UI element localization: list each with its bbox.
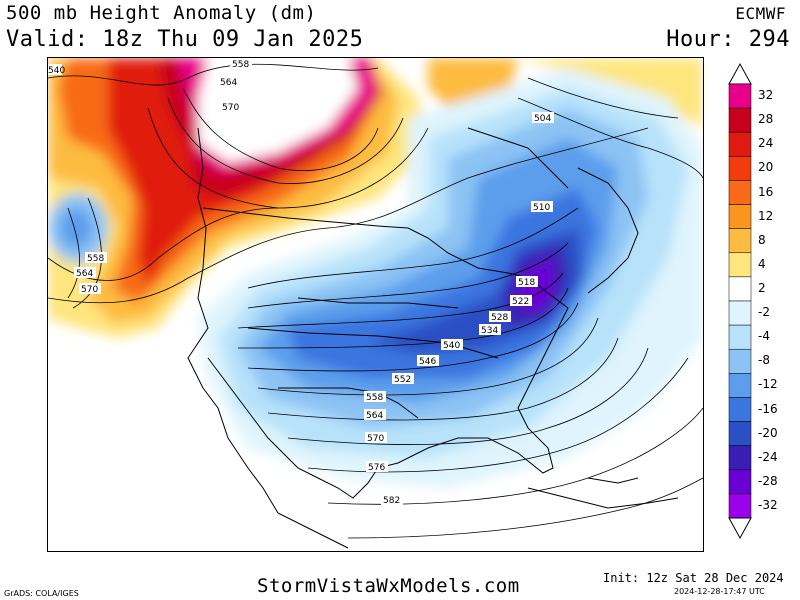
contour-label: 504 [532,112,554,124]
svg-text:540: 540 [48,66,65,76]
colorbar-segment [728,276,752,302]
colorbar-label: -20 [758,425,778,440]
svg-text:570: 570 [222,103,239,113]
colorbar-segment [728,469,752,495]
colorbar-label: 24 [758,136,774,151]
colorbar-segment [728,445,752,471]
colorbar-label: 8 [758,232,766,247]
forecast-hour: Hour: 294 [666,27,790,52]
svg-text:570: 570 [81,285,98,295]
contour-label: 534 [479,324,501,336]
colorbar-segment [728,348,752,374]
generated-timestamp: 2024-12-28-17:47 UTC [674,587,765,596]
coastlines [187,127,679,549]
grads-credit: GrADS: COLA/IGES [4,589,79,598]
svg-text:504: 504 [534,114,551,124]
contour-label: 564 [218,76,240,88]
colorbar-segment [728,204,752,229]
contour-label: 564 [364,409,386,421]
svg-text:522: 522 [512,297,529,307]
colorbar-label: -32 [758,497,778,512]
contour-label: 570 [365,432,387,444]
contour-label: 552 [392,373,414,385]
colorbar-segment [728,156,752,181]
svg-text:582: 582 [383,496,400,506]
colorbar-label: -8 [758,353,770,368]
anomaly-map: 540 558 564 570 558 564 570 558 504 510 … [47,57,704,552]
contour-label: 576 [366,461,388,473]
colorbar-label: -2 [758,305,770,320]
svg-text:528: 528 [491,313,508,323]
contour-label: 564 [74,267,96,279]
svg-text:518: 518 [518,278,535,288]
contour-label: 546 [417,355,439,367]
contour-label: 570 [79,283,101,295]
colorbar-label: 12 [758,208,774,223]
svg-text:570: 570 [367,434,384,444]
colorbar-label: -24 [758,449,778,464]
colorbar-segment [728,324,752,350]
svg-text:576: 576 [368,463,385,473]
colorbar-label: 20 [758,160,774,175]
contour-label: 558 [230,58,252,70]
map-canvas: 540 558 564 570 558 564 570 558 504 510 … [48,58,703,549]
contour-label: 528 [489,311,511,323]
colorbar-label: -4 [758,329,770,344]
svg-text:540: 540 [443,341,460,351]
colorbar-segment [728,131,752,157]
contour-label: 522 [510,295,532,307]
colorbar-label: 2 [758,280,766,295]
colorbar-label: -12 [758,377,778,392]
model-name: ECMWF [735,4,786,23]
svg-text:552: 552 [394,375,411,385]
colorbar-segment [728,397,752,422]
contour-label: 518 [516,276,538,288]
svg-text:534: 534 [481,326,498,336]
colorbar-label: 32 [758,88,774,103]
svg-text:564: 564 [76,269,93,279]
anomaly-shading [48,58,703,488]
colorbar-segment [728,252,752,278]
init-time: Init: 12z Sat 28 Dec 2024 [603,571,784,585]
colorbar-label: -28 [758,473,778,488]
colorbar [728,62,752,540]
contour-label: 540 [441,339,463,351]
svg-text:564: 564 [220,78,237,88]
contour-label: 558 [85,252,107,264]
contour-labels: 540 558 564 570 558 564 570 558 504 510 … [48,58,554,506]
svg-text:564: 564 [366,411,383,421]
colorbar-segment [728,228,752,254]
valid-time: Valid: 18z Thu 09 Jan 2025 [6,27,364,52]
svg-text:558: 558 [87,254,104,264]
colorbar-segment [728,421,752,446]
site-name: StormVistaWxModels.com [257,575,520,597]
svg-text:546: 546 [419,357,436,367]
colorbar-label: 4 [758,256,766,271]
colorbar-top-arrow [728,62,752,85]
colorbar-segment [728,493,752,519]
svg-text:510: 510 [533,203,550,213]
contour-label: 510 [531,201,553,213]
colorbar-segment [728,180,752,205]
colorbar-label: 16 [758,184,774,199]
colorbar-segment [728,107,752,133]
colorbar-segment [728,373,752,398]
svg-text:558: 558 [366,393,383,403]
contour-label: 540 [48,64,65,76]
contour-label: 558 [364,391,386,403]
colorbar-bottom-arrow [728,517,752,540]
colorbar-label: 28 [758,112,774,127]
contour-label: 582 [381,494,403,506]
contour-label: 570 [220,101,242,113]
colorbar-segment [728,300,752,326]
colorbar-label: -16 [758,401,778,416]
colorbar-segment [728,83,752,109]
svg-text:558: 558 [232,60,249,70]
height-contours [48,63,703,539]
map-title: 500 mb Height Anomaly (dm) [6,2,317,24]
